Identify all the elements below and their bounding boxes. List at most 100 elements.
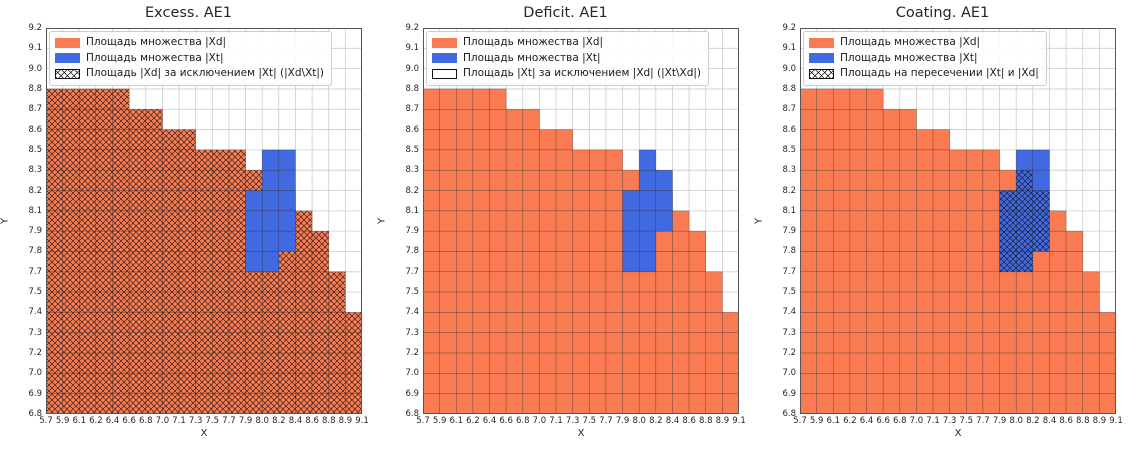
orange-cell [489, 129, 507, 151]
hatch-cell [312, 332, 329, 354]
x-axis-label: X [577, 428, 585, 439]
hatch-cell [1032, 190, 1050, 211]
hatch-cell [112, 109, 130, 130]
orange-cell [899, 169, 917, 191]
orange-cell [982, 210, 1000, 232]
x-tick: 8.2 [272, 416, 286, 426]
orange-cell [816, 190, 834, 212]
orange-cell [800, 129, 817, 151]
orange-cell [966, 332, 984, 354]
orange-cell [539, 271, 557, 293]
y-tick: 8.2 [28, 185, 42, 196]
orange-cell [932, 352, 950, 374]
legend-swatch-orange [809, 37, 834, 48]
orange-cell [489, 312, 507, 333]
orange-cell [1099, 332, 1116, 354]
orange-cell [833, 373, 851, 394]
orange-cell [849, 393, 867, 414]
orange-cell [655, 352, 673, 374]
hatch-cell [228, 332, 246, 354]
orange-cell [489, 271, 507, 293]
hatch-cell [228, 353, 246, 374]
hatch-cell [295, 210, 313, 232]
orange-cell [589, 210, 607, 232]
orange-cell [816, 393, 834, 414]
plot-title: Deficit. AE1 [523, 5, 608, 21]
orange-cell [833, 88, 851, 110]
orange-cell [949, 373, 967, 394]
orange-cell [655, 312, 673, 333]
orange-cell [932, 169, 950, 191]
orange-cell [439, 149, 457, 171]
orange-cell [572, 393, 590, 414]
orange-cell [638, 352, 657, 374]
orange-cell [899, 210, 917, 232]
hatch-cell [79, 210, 96, 232]
orange-cell [589, 312, 607, 333]
hatch-cell [112, 353, 130, 374]
hatch-cell [79, 88, 96, 110]
orange-cell [999, 332, 1017, 354]
orange-cell [439, 190, 457, 212]
hatch-cell [112, 170, 130, 191]
orange-cell [816, 332, 834, 354]
y-axis-label: Y [0, 217, 11, 225]
orange-cell [423, 169, 440, 191]
orange-cell [833, 291, 851, 313]
orange-cell [672, 393, 690, 414]
orange-cell [672, 230, 690, 252]
orange-cell [899, 312, 917, 333]
y-tick: 7.2 [28, 348, 42, 359]
orange-cell [882, 251, 901, 273]
hatch-cell [79, 271, 96, 293]
hatch-cell [179, 292, 196, 313]
orange-cell [555, 291, 573, 313]
hatch-cell [46, 129, 63, 150]
hatch-cell [1016, 231, 1033, 252]
orange-cell [849, 251, 867, 273]
orange-cell [638, 291, 657, 313]
y-tick: 8.7 [405, 104, 419, 115]
hatch-cell [999, 190, 1017, 211]
y-tick: 8.5 [782, 144, 796, 155]
orange-cell [1065, 332, 1083, 354]
orange-cell [1049, 332, 1067, 354]
orange-cell [688, 312, 706, 333]
y-tick: 8.3 [28, 165, 42, 176]
orange-cell [456, 109, 474, 130]
orange-cell [1049, 291, 1067, 313]
hatch-cell [129, 271, 146, 293]
orange-cell [833, 352, 851, 374]
blue-cell [245, 251, 263, 273]
orange-cell [456, 271, 474, 293]
hatch-cell [129, 332, 146, 354]
orange-cell [932, 190, 950, 212]
blue-cell [622, 190, 640, 212]
hatch-cell [179, 129, 196, 150]
legend-item: Площадь множества |Xd| [432, 35, 701, 51]
y-tick: 8.2 [405, 185, 419, 196]
orange-cell [505, 393, 524, 414]
x-tick: 8.6 [305, 416, 319, 426]
orange-cell [800, 271, 817, 293]
x-tick: 6.4 [859, 416, 874, 426]
orange-cell [423, 373, 440, 394]
orange-cell [423, 190, 440, 212]
hatch-cell [129, 109, 146, 130]
hatch-cell [112, 231, 130, 252]
hatch-cell [262, 271, 279, 293]
orange-cell [489, 190, 507, 212]
hatch-cell [179, 210, 196, 232]
orange-cell [916, 352, 934, 374]
orange-cell [949, 291, 967, 313]
hatch-cell [46, 292, 63, 313]
orange-cell [849, 109, 867, 130]
hatch-cell [345, 332, 362, 354]
y-axis-label: Y [753, 217, 765, 225]
x-tick: 8.4 [288, 416, 303, 426]
x-tick: 8.0 [632, 416, 646, 426]
hatch-cell [62, 393, 80, 414]
hatch-cell [112, 190, 130, 211]
x-tick: 7.3 [565, 416, 580, 426]
hatch-cell [228, 292, 246, 313]
